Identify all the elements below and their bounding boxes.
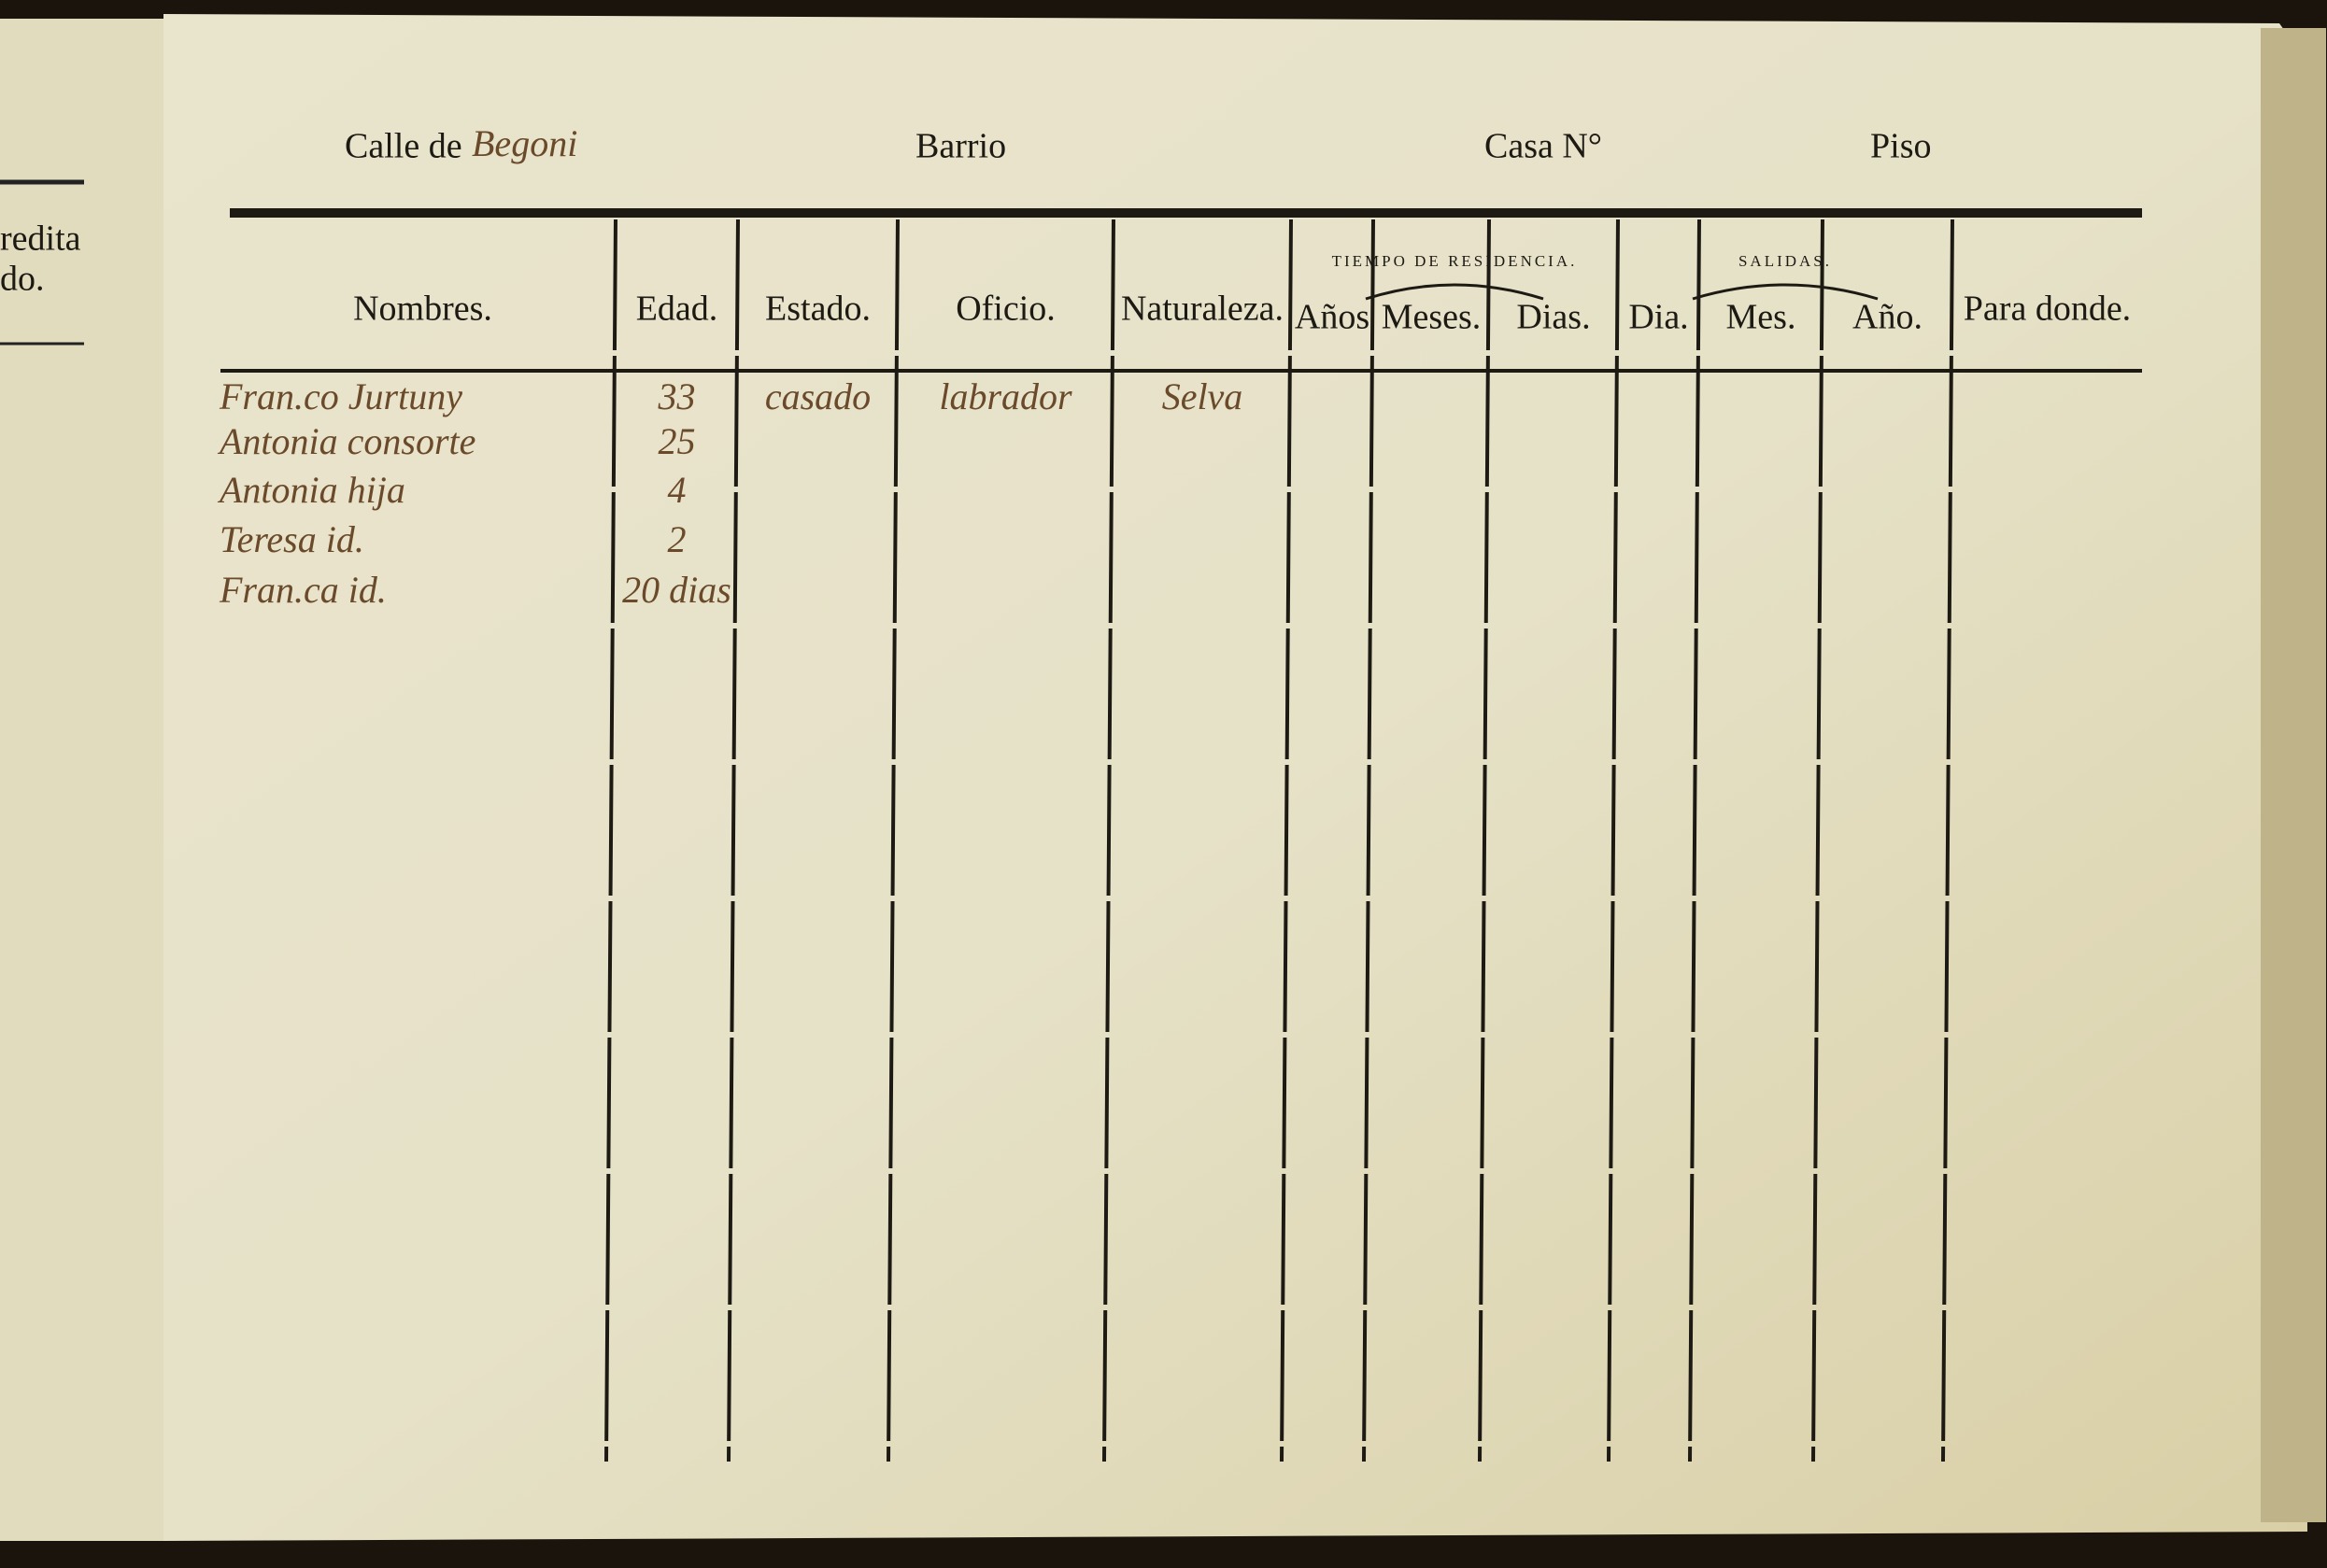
column-rule [1811, 219, 1824, 1462]
calle-label: Calle de [345, 127, 462, 166]
column-header: Para donde. [1964, 290, 2131, 329]
column-header: Años [1295, 298, 1369, 337]
barrio-label: Barrio [915, 127, 1006, 166]
column-rule [1688, 219, 1701, 1462]
group-header: SALIDAS. [1738, 252, 1832, 270]
left-text: redita [0, 219, 81, 259]
piso-label: Piso [1870, 127, 1931, 166]
column-header: Nombres. [353, 290, 492, 329]
cell-entry: 2 [668, 518, 687, 560]
cell-entry: 4 [668, 469, 687, 511]
main-page [163, 14, 2307, 1541]
cell-entry: Selva [1162, 375, 1243, 417]
column-rule [887, 219, 900, 1462]
cell-entry: labrador [939, 375, 1072, 417]
column-rule [1941, 219, 1954, 1462]
casa-label: Casa N° [1484, 127, 1602, 166]
cell-entry: Fran.ca id. [219, 569, 387, 611]
column-header: Naturaleza. [1121, 290, 1284, 329]
column-rule [1102, 219, 1115, 1462]
column-rule [604, 219, 617, 1462]
left-page [0, 19, 168, 1541]
group-brace [1365, 283, 1544, 301]
column-header: Meses. [1382, 298, 1482, 337]
register-table: TIEMPO DE RESIDENCIA. SALIDAS. Nombres. Eda… [217, 219, 2131, 1462]
calle-value: Begoni [472, 122, 577, 164]
cell-entry: Teresa id. [220, 518, 364, 560]
cell-entry: Fran.co Jurtuny [219, 375, 462, 417]
cell-entry: 25 [659, 420, 696, 462]
column-header: Estado. [765, 290, 871, 329]
column-rule [727, 219, 740, 1462]
column-header: Dias. [1516, 298, 1590, 337]
left-text: do. [0, 260, 45, 299]
column-header: Edad. [636, 290, 718, 329]
cell-entry: Antonia consorte [217, 420, 475, 462]
column-header: Oficio. [956, 290, 1056, 329]
column-rule [1478, 219, 1491, 1462]
group-header: TIEMPO DE RESIDENCIA. [1332, 252, 1578, 270]
cell-entry: Antonia hija [217, 469, 405, 511]
column-rule [1362, 219, 1375, 1462]
column-header: Año. [1852, 298, 1923, 337]
page-edges [2261, 28, 2326, 1522]
column-header: Dia. [1628, 298, 1688, 337]
column-rule [1280, 219, 1293, 1462]
column-header: Mes. [1726, 298, 1796, 337]
cell-entry: 20 dias [622, 569, 731, 611]
group-brace [1692, 283, 1879, 301]
cell-entry: casado [765, 375, 871, 417]
cell-entry: 33 [658, 375, 696, 417]
column-rule [1607, 219, 1620, 1462]
